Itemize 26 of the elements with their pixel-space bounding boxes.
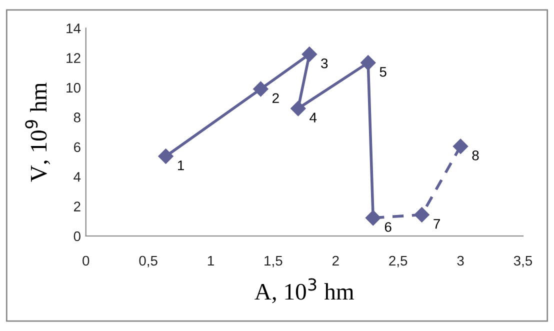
y-axis-title: V, 10$^{9}$ hm [25, 82, 50, 182]
x-tick-label: 1 [208, 256, 214, 266]
x-tick-label: 0 [82, 256, 90, 266]
y-tick-label: 0 [74, 231, 80, 242]
x-tick-label: 1,5 [264, 256, 282, 268]
annotation: 8 [472, 150, 479, 160]
annotation: 5 [380, 67, 386, 77]
x-tick-label: 3,5 [514, 256, 532, 268]
x-tick-label: 2,5 [389, 256, 408, 268]
x-tick-label: 2 [332, 256, 339, 266]
x-tick-label: 0,5 [139, 256, 158, 268]
annotation: 1 [178, 160, 184, 170]
annotation: 4 [310, 112, 317, 122]
x-axis-title: A, 10$^{3}$ hm [254, 278, 354, 304]
y-tick-label: 4 [74, 172, 81, 182]
annotation: 3 [321, 58, 328, 68]
y-tick-label: 8 [74, 112, 80, 122]
annotation: 2 [272, 93, 279, 103]
y-tick-label: 12 [66, 53, 80, 63]
y-tick-label: 10 [66, 82, 80, 93]
y-tick-label: 14 [66, 24, 81, 34]
annotation: 6 [384, 222, 392, 232]
y-tick-label: 2 [74, 202, 80, 212]
x-tick-label: 3 [457, 256, 464, 266]
y-tick-label: 6 [74, 142, 80, 152]
annotation: 7 [434, 219, 440, 229]
